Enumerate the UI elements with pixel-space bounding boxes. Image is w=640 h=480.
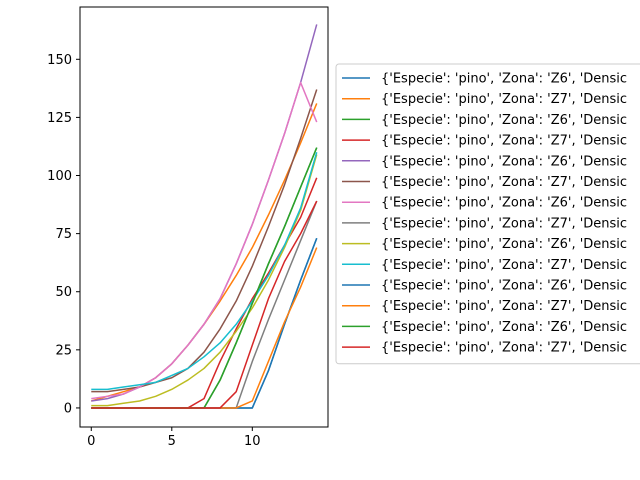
y-tick-label: 0 — [64, 401, 72, 416]
y-tick-label: 25 — [55, 343, 72, 358]
plot-lines — [91, 24, 318, 409]
y-axis: 0 25 50 75 100 125 150 — [47, 53, 80, 416]
legend-label: {'Especie': 'pino', 'Zona': 'Z6', 'Densi… — [381, 320, 627, 335]
series-line — [91, 152, 318, 391]
legend-label: {'Especie': 'pino', 'Zona': 'Z6', 'Densi… — [381, 72, 627, 87]
legend-label: {'Especie': 'pino', 'Zona': 'Z7', 'Densi… — [381, 216, 627, 231]
y-tick-label: 75 — [55, 227, 72, 242]
legend-label: {'Especie': 'pino', 'Zona': 'Z6', 'Densi… — [381, 154, 627, 169]
x-tick-label: 10 — [244, 434, 261, 449]
legend-label: {'Especie': 'pino', 'Zona': 'Z6', 'Densi… — [381, 237, 627, 252]
y-tick-label: 125 — [47, 111, 72, 126]
legend-label: {'Especie': 'pino', 'Zona': 'Z7', 'Densi… — [381, 258, 627, 273]
y-tick-label: 100 — [47, 169, 72, 184]
legend-label: {'Especie': 'pino', 'Zona': 'Z7', 'Densi… — [381, 175, 627, 190]
series-line — [91, 81, 318, 400]
plot-frame — [79, 6, 329, 428]
legend-label: {'Especie': 'pino', 'Zona': 'Z6', 'Densi… — [381, 279, 627, 294]
legend: {'Especie': 'pino', 'Zona': 'Z6', 'Densi… — [335, 63, 640, 365]
legend-label: {'Especie': 'pino', 'Zona': 'Z7', 'Densi… — [381, 299, 627, 314]
series-line — [91, 89, 318, 393]
x-axis: 0 5 10 — [87, 427, 261, 449]
legend-label: {'Especie': 'pino', 'Zona': 'Z6', 'Densi… — [381, 196, 627, 211]
legend-label: {'Especie': 'pino', 'Zona': 'Z7', 'Densi… — [381, 341, 627, 356]
legend-box — [335, 63, 640, 365]
x-tick-label: 0 — [87, 434, 95, 449]
series-line — [91, 177, 318, 409]
y-tick-label: 50 — [55, 285, 72, 300]
series-line — [91, 154, 318, 407]
series-line — [91, 247, 318, 409]
legend-label: {'Especie': 'pino', 'Zona': 'Z7', 'Densi… — [381, 134, 627, 149]
legend-label: {'Especie': 'pino', 'Zona': 'Z7', 'Densi… — [381, 92, 627, 107]
y-tick-label: 150 — [47, 53, 72, 68]
x-tick-label: 5 — [168, 434, 176, 449]
series-line — [91, 24, 318, 402]
legend-label: {'Especie': 'pino', 'Zona': 'Z6', 'Densi… — [381, 113, 627, 128]
series-line — [91, 200, 318, 409]
